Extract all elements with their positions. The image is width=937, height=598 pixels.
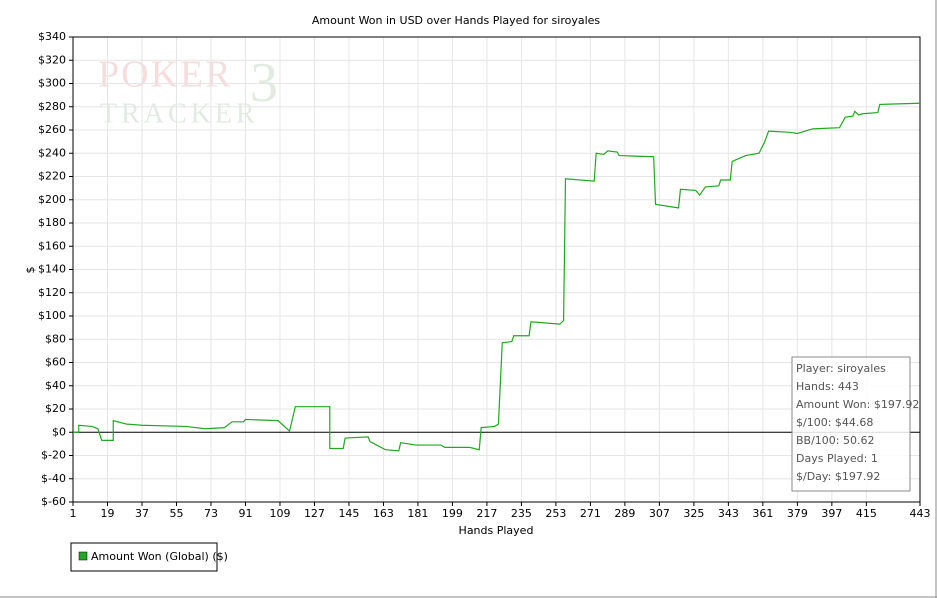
y-tick-label: $-40 [41,472,66,485]
x-tick-label: 397 [821,507,842,520]
y-tick-label: $0 [52,425,66,438]
y-tick-label: $160 [38,239,66,252]
legend-box [70,542,218,572]
y-tick-label: $-60 [41,495,66,508]
legend-label: Amount Won (Global) ($) [91,550,228,563]
data-line [73,102,921,452]
watermark-text: 3 [250,52,278,114]
x-axis-label: Hands Played [459,524,534,537]
y-tick-label: $220 [38,170,66,183]
y-tick-label: $140 [38,263,66,276]
y-tick-label: $-20 [41,449,66,462]
x-tick-label: 271 [580,507,601,520]
x-tick-label: 253 [545,507,566,520]
x-tick-label: 37 [135,507,149,520]
x-tick-label: 361 [752,507,773,520]
stats-text: Amount Won: $197.92 [796,398,919,411]
y-tick-label: $260 [38,123,66,136]
y-tick-label: $340 [38,30,66,43]
x-tick-label: 343 [718,507,739,520]
x-tick-label: 289 [614,507,635,520]
x-tick-label: 307 [649,507,670,520]
y-tick-label: $120 [38,286,66,299]
x-tick-label: 127 [304,507,325,520]
y-tick-label: $300 [38,77,66,90]
chart-title: Amount Won in USD over Hands Played for … [312,14,601,27]
x-tick-label: 443 [910,507,931,520]
x-tick-label: 379 [787,507,808,520]
y-tick-label: $20 [45,402,66,415]
y-tick-label: $60 [45,356,66,369]
plot-frame [72,36,921,503]
x-tick-label: 235 [511,507,532,520]
stats-text: Player: siroyales [796,362,886,375]
y-tick-label: $40 [45,379,66,392]
x-tick-label: 19 [100,507,114,520]
y-tick-label: $100 [38,309,66,322]
y-tick-label: $280 [38,100,66,113]
legend-swatch [78,551,88,561]
stats-text: Hands: 443 [796,380,859,393]
watermark-text: TRACKER [100,98,259,129]
x-tick-label: 199 [442,507,463,520]
x-tick-label: 325 [683,507,704,520]
y-axis-label: $ [24,267,37,274]
x-tick-label: 109 [269,507,290,520]
stats-text: Days Played: 1 [796,452,878,465]
y-tick-label: $240 [38,146,66,159]
watermark: POKER TRACKER 3 [98,52,278,130]
x-tick-label: 73 [204,507,218,520]
y-tick-label: $180 [38,216,66,229]
x-tick-label: 55 [169,507,183,520]
x-tick-label: 1 [70,507,77,520]
x-tick-label: 163 [373,507,394,520]
x-tick-label: 145 [338,507,359,520]
x-tick-label: 415 [856,507,877,520]
y-tick-label: $80 [45,332,66,345]
x-tick-label: 91 [238,507,252,520]
x-tick-label: 181 [407,507,428,520]
y-tick-label: $320 [38,53,66,66]
stats-box [791,356,911,492]
stats-text: BB/100: 50.62 [796,434,875,447]
stats-text: $/100: $44.68 [796,416,873,429]
y-tick-label: $200 [38,193,66,206]
x-tick-label: 217 [476,507,497,520]
stats-text: $/Day: $197.92 [796,470,880,483]
